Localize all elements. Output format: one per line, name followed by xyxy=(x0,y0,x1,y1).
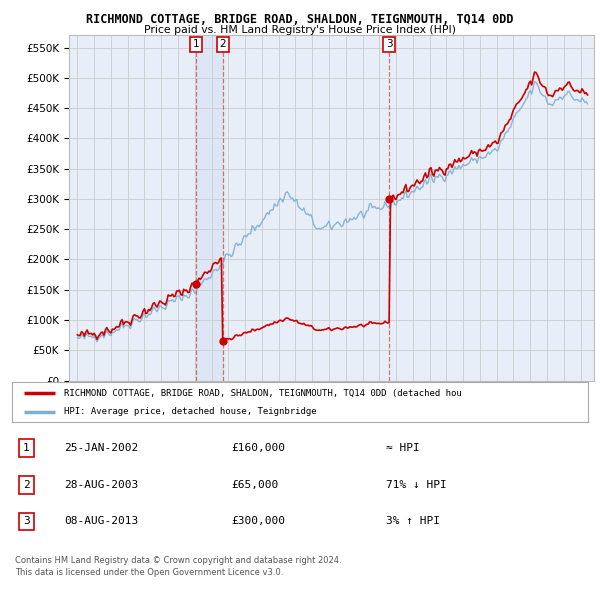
Text: 71% ↓ HPI: 71% ↓ HPI xyxy=(386,480,447,490)
Text: RICHMOND COTTAGE, BRIDGE ROAD, SHALDON, TEIGNMOUTH, TQ14 0DD: RICHMOND COTTAGE, BRIDGE ROAD, SHALDON, … xyxy=(86,13,514,26)
Text: 3% ↑ HPI: 3% ↑ HPI xyxy=(386,516,440,526)
Text: ≈ HPI: ≈ HPI xyxy=(386,443,420,453)
Text: RICHMOND COTTAGE, BRIDGE ROAD, SHALDON, TEIGNMOUTH, TQ14 0DD (detached hou: RICHMOND COTTAGE, BRIDGE ROAD, SHALDON, … xyxy=(64,388,461,398)
Text: 28-AUG-2003: 28-AUG-2003 xyxy=(64,480,138,490)
Text: 08-AUG-2013: 08-AUG-2013 xyxy=(64,516,138,526)
Text: HPI: Average price, detached house, Teignbridge: HPI: Average price, detached house, Teig… xyxy=(64,407,316,417)
Text: £300,000: £300,000 xyxy=(231,516,285,526)
Bar xyxy=(196,35,223,381)
Text: £160,000: £160,000 xyxy=(231,443,285,453)
Text: 2: 2 xyxy=(220,40,226,50)
Text: Contains HM Land Registry data © Crown copyright and database right 2024.: Contains HM Land Registry data © Crown c… xyxy=(15,556,341,565)
Text: £65,000: £65,000 xyxy=(231,480,278,490)
Text: 1: 1 xyxy=(23,443,30,453)
Text: Price paid vs. HM Land Registry's House Price Index (HPI): Price paid vs. HM Land Registry's House … xyxy=(144,25,456,35)
Text: 2: 2 xyxy=(23,480,30,490)
Text: 25-JAN-2002: 25-JAN-2002 xyxy=(64,443,138,453)
Text: 3: 3 xyxy=(386,40,392,50)
Text: 1: 1 xyxy=(193,40,199,50)
Text: This data is licensed under the Open Government Licence v3.0.: This data is licensed under the Open Gov… xyxy=(15,568,283,576)
Text: 3: 3 xyxy=(23,516,30,526)
